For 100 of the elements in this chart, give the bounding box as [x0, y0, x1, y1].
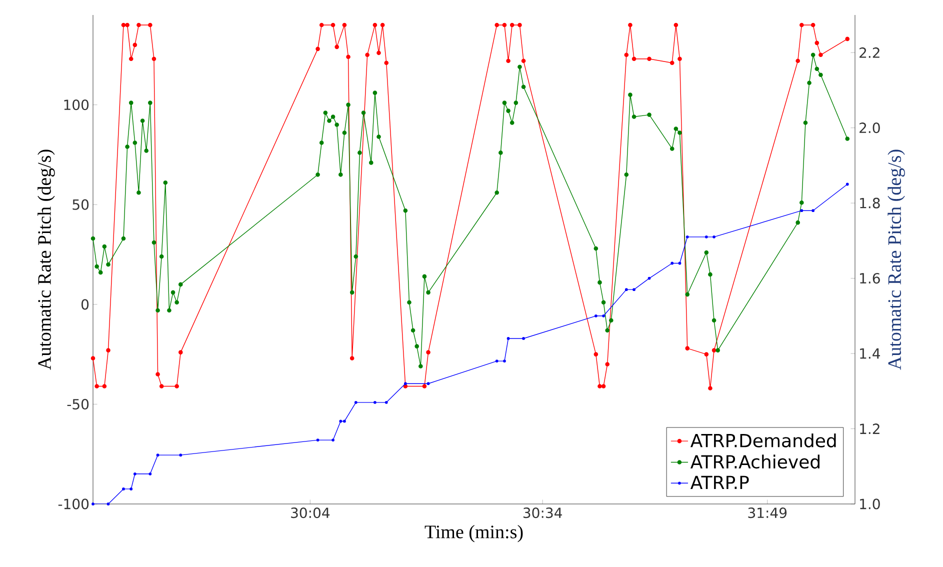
point [704, 352, 709, 356]
y-axis-title: Automatic Rate Pitch (deg/s) [38, 150, 55, 370]
y-tick-label: 100 [64, 100, 89, 110]
point [814, 40, 820, 46]
point [632, 56, 636, 62]
point [670, 262, 674, 265]
point [810, 22, 816, 28]
point [350, 356, 354, 360]
point [132, 42, 138, 48]
point [179, 454, 182, 457]
point [712, 348, 716, 352]
legend-label: ATRP.Demanded [690, 433, 836, 448]
point [800, 22, 804, 28]
point [404, 382, 407, 386]
legend-label: ATRP.P [690, 476, 749, 489]
point [495, 360, 498, 362]
point [708, 386, 712, 390]
point [94, 384, 99, 388]
point [800, 209, 804, 212]
point [594, 352, 598, 356]
y-tick-label: 0 [81, 299, 89, 310]
point [506, 337, 510, 340]
point [316, 438, 320, 442]
point [624, 52, 629, 58]
point [796, 58, 800, 64]
point [178, 350, 183, 354]
point [342, 22, 347, 28]
point [156, 454, 160, 457]
point [624, 288, 628, 292]
point [319, 22, 324, 28]
point [373, 400, 376, 404]
point [712, 235, 716, 238]
point [376, 50, 381, 56]
point [494, 22, 500, 28]
x-tick-label: 30:34 [523, 508, 562, 518]
point [372, 22, 378, 28]
y2-tick-label: 1.2 [860, 424, 880, 434]
point [510, 22, 514, 28]
point [148, 472, 152, 476]
point [678, 262, 682, 265]
y2-tick-label: 1.0 [860, 498, 880, 510]
point [332, 438, 334, 442]
point [365, 52, 370, 58]
point [128, 56, 134, 62]
point [334, 44, 339, 50]
point [502, 22, 507, 28]
point [92, 502, 94, 506]
point [818, 52, 823, 58]
x-axis-title: Time (min:s) [424, 524, 523, 542]
point [678, 56, 682, 62]
point [605, 362, 610, 366]
point [106, 348, 110, 352]
y-tick-label: 50 [72, 199, 89, 210]
point [674, 22, 678, 28]
point [601, 384, 606, 388]
y2-tick-label: 1.6 [860, 272, 880, 284]
point [422, 384, 427, 388]
point [133, 472, 136, 476]
point [354, 400, 358, 404]
point [522, 337, 525, 340]
point [330, 22, 336, 28]
point [521, 58, 526, 64]
point [632, 288, 636, 292]
y2-tick-label: 1.4 [860, 348, 880, 359]
point [122, 487, 125, 490]
point [628, 22, 632, 28]
y-tick-label: -50 [67, 398, 89, 410]
point [812, 209, 815, 212]
point [518, 22, 522, 28]
point [670, 60, 674, 66]
point [102, 384, 107, 388]
point [426, 382, 430, 386]
point [506, 58, 510, 64]
point [339, 420, 342, 423]
point [685, 346, 690, 350]
y-tick-label: -100 [58, 498, 89, 510]
point [130, 487, 133, 490]
point [106, 502, 110, 506]
point [380, 22, 385, 28]
x-tick-label: 30:04 [291, 508, 330, 518]
point [156, 372, 160, 376]
legend-label: ATRP.Achieved [690, 454, 820, 469]
y2-tick-label: 2.2 [860, 47, 880, 58]
point [594, 314, 598, 318]
point [384, 400, 388, 404]
point [174, 384, 179, 388]
point [152, 56, 156, 62]
point [159, 384, 164, 388]
y2-axis-title: Automatic Rate Pitch (deg/s) [888, 150, 905, 370]
point [648, 276, 651, 280]
point [647, 56, 652, 62]
point [846, 182, 849, 186]
y2-tick-label: 2.0 [860, 122, 880, 134]
point [686, 235, 689, 238]
point [426, 350, 430, 354]
point [148, 22, 152, 28]
point [598, 384, 602, 388]
y2-tick-label: 1.8 [860, 198, 880, 208]
point [90, 356, 96, 360]
point [384, 60, 389, 66]
